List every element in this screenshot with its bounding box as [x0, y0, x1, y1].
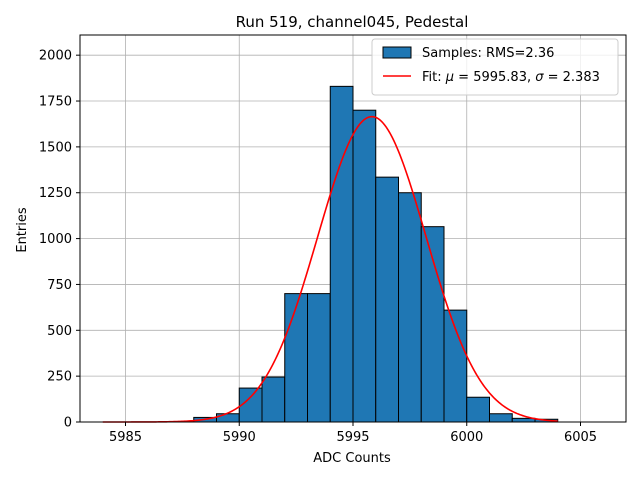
y-tick-label: 1250	[39, 186, 72, 201]
legend-sigma-value: = 2.383	[543, 70, 599, 85]
legend-mu-value: = 5995.83,	[454, 70, 535, 85]
x-tick-label: 5995	[336, 430, 369, 445]
x-tick-label: 6005	[564, 430, 597, 445]
histogram-bar	[284, 293, 308, 423]
y-tick-label: 250	[47, 370, 72, 385]
histogram-bar	[329, 85, 354, 423]
histogram-bar	[352, 109, 377, 423]
histogram-bar	[307, 293, 331, 423]
legend-mu-symbol: μ	[445, 70, 454, 85]
y-tick-label: 1000	[39, 232, 72, 247]
chart-title: Run 519, channel045, Pedestal	[236, 13, 469, 31]
y-tick-label: 1750	[39, 95, 72, 110]
x-axis-label: ADC Counts	[313, 451, 391, 466]
y-tick-label: 500	[47, 324, 72, 339]
histogram-bar	[261, 376, 286, 423]
legend-swatch-samples	[382, 46, 412, 59]
histogram-bar	[511, 417, 536, 423]
histogram-bar	[466, 396, 490, 423]
legend-sigma-symbol: σ	[535, 70, 544, 85]
legend-fit-prefix: Fit:	[422, 70, 446, 85]
y-tick-label: 750	[47, 278, 72, 293]
histogram-bar	[375, 176, 399, 423]
histogram-bar	[489, 413, 513, 423]
x-tick-label: 5985	[109, 430, 142, 445]
y-tick-label: 1500	[39, 140, 72, 155]
legend-box	[371, 38, 619, 96]
histogram-bar	[420, 226, 445, 423]
legend: Samples: RMS=2.36 Fit: μ = 5995.83, σ = …	[371, 38, 619, 96]
x-axis-ticks: 5985 5990 5995 6000 6005	[109, 422, 597, 445]
y-tick-label: 2000	[39, 49, 72, 64]
x-tick-label: 6000	[450, 430, 483, 445]
histogram-bar	[216, 413, 240, 423]
gaussian-fit-line	[102, 115, 558, 423]
legend-label-fit: Fit: μ = 5995.83, σ = 2.383	[422, 70, 600, 85]
legend-label-samples: Samples: RMS=2.36	[422, 46, 554, 61]
y-tick-label: 0	[64, 416, 72, 431]
y-axis-label: Entries	[15, 207, 30, 253]
x-tick-label: 5990	[223, 430, 256, 445]
histogram-bars	[170, 85, 559, 423]
y-axis-ticks: 0 250 500 750 1000 1250 1500 1750 2000	[39, 49, 80, 431]
histogram-bar	[398, 192, 422, 423]
